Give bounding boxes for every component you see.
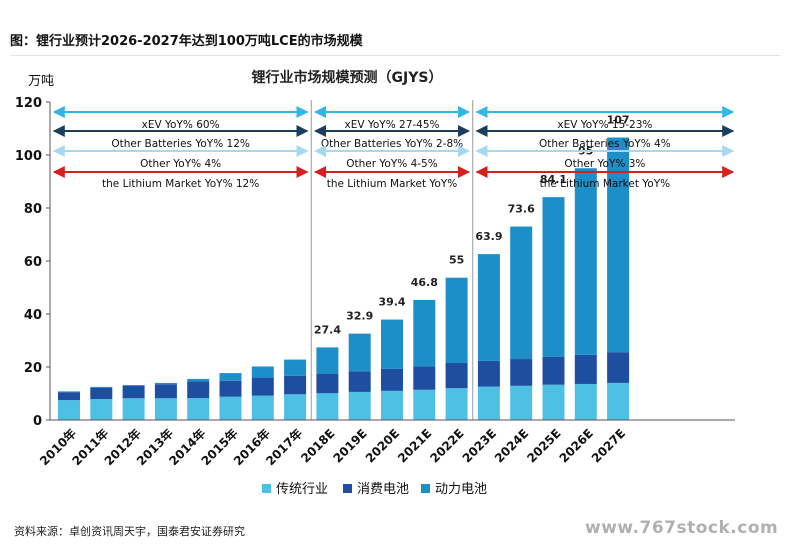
bar-segment [381, 319, 403, 369]
bar-segment [90, 387, 113, 400]
bar-segment [348, 371, 371, 392]
y-axis: 0 20 40 60 80 100 120 [15, 96, 51, 429]
bar-segment [574, 168, 597, 355]
total-label: 63.9 [475, 230, 502, 243]
y-tick-label: 40 [24, 308, 42, 323]
bar-segment [316, 373, 339, 394]
bar-segment [477, 254, 500, 361]
y-tick-label: 100 [15, 149, 42, 164]
bar-segment [284, 359, 307, 376]
legend-swatch [421, 484, 430, 493]
bar-segment [607, 352, 630, 383]
bar-segment [542, 356, 565, 385]
total-label: 55 [449, 254, 464, 267]
bar-segment [251, 366, 274, 378]
growth-label: Other Batteries YoY% 2-8% [321, 138, 463, 150]
growth-label: the Lithium Market YoY% 12% [102, 178, 259, 190]
growth-label: the Lithium Market YoY% [327, 178, 458, 190]
legend-swatch [262, 484, 271, 493]
period-dividers [310, 100, 474, 420]
y-tick-label: 80 [24, 202, 42, 217]
growth-label: Other Batteries YoY% 12% [111, 138, 250, 150]
bar-segment [58, 391, 80, 393]
bar-segment [542, 384, 565, 420]
bar-segment [381, 368, 403, 391]
bar-segment [122, 398, 145, 420]
bar-segment [90, 386, 113, 388]
y-tick-label: 120 [15, 96, 42, 111]
bar-segment [348, 333, 371, 372]
bar-segment [122, 385, 145, 399]
bar-segment [445, 277, 468, 364]
bar-segment [219, 373, 242, 381]
bars [58, 137, 630, 420]
bar-segment [122, 385, 145, 386]
bar-segment [574, 354, 597, 384]
bar-segment [510, 359, 533, 386]
total-label: 32.9 [346, 310, 373, 323]
bar-segment [413, 299, 436, 367]
total-label: 73.6 [508, 203, 535, 216]
bar-segment [477, 386, 500, 420]
title-divider [10, 55, 780, 56]
legend: 传统行业 消费电池 动力电池 [262, 482, 487, 497]
bar-segment [187, 398, 210, 420]
bar-segment [607, 137, 630, 353]
bar-segment [154, 384, 177, 399]
bar-segment [607, 382, 630, 420]
bar-segment [316, 347, 339, 374]
growth-label: Other YoY% 4-5% [346, 158, 437, 170]
growth-label: Other YoY% 4% [140, 158, 221, 170]
growth-label: Other Batteries YoY% 4% [539, 138, 671, 150]
bar-segment [316, 393, 339, 420]
bar-segment [510, 226, 533, 360]
total-label: 39.4 [378, 296, 405, 309]
legend-label: 传统行业 [276, 482, 328, 497]
bar-segment [542, 197, 565, 357]
total-label: 46.8 [411, 276, 438, 289]
bar-segment [284, 375, 307, 395]
source-note: 资料来源：卓创资讯周天宇，国泰君安证券研究 [14, 525, 245, 538]
bar-segment [348, 391, 371, 420]
total-label: 27.4 [314, 323, 341, 336]
figure-title: 图：锂行业预计2026-2027年达到100万吨LCE的市场规模 [10, 34, 363, 49]
bar-segment [413, 366, 436, 390]
bar-segment [219, 380, 242, 397]
bar-segment [58, 392, 80, 401]
bar-segment [413, 389, 436, 420]
bar-segment [251, 395, 274, 420]
y-tick-label: 60 [24, 255, 42, 270]
bar-segment [58, 400, 80, 420]
growth-label: xEV YoY% 60% [142, 119, 220, 131]
legend-label: 动力电池 [435, 482, 487, 497]
bar-segment [90, 399, 113, 420]
bar-segment [445, 388, 468, 420]
legend-label: 消费电池 [357, 482, 409, 497]
bar-segment [251, 377, 274, 396]
growth-label: the Lithium Market YoY% [540, 178, 671, 190]
watermark: www.767stock.com [585, 518, 779, 538]
bar-segment [477, 360, 500, 387]
bar-segment [381, 390, 403, 420]
bar-segment [187, 381, 210, 399]
legend-swatch [343, 484, 352, 493]
chart-title: 锂行业市场规模预测（GJYS） [252, 69, 443, 86]
y-tick-label: 0 [33, 414, 42, 429]
bar-segment [154, 382, 177, 385]
growth-annotations: xEV YoY% 60% xEV YoY% 27-45% xEV YoY% 15-2… [52, 106, 735, 190]
bar-segment [445, 363, 468, 389]
y-tick-label: 20 [24, 361, 42, 376]
bar-segment [510, 385, 533, 420]
bar-segment [284, 394, 307, 420]
bar-segment [187, 378, 210, 382]
bar-segment [574, 383, 597, 420]
growth-label: Other YoY% 3% [564, 158, 645, 170]
growth-label: xEV YoY% 27-45% [344, 119, 439, 131]
bar-segment [219, 396, 242, 420]
growth-label: xEV YoY% 15-23% [557, 119, 652, 131]
y-axis-unit: 万吨 [28, 74, 54, 89]
bar-segment [154, 398, 177, 420]
